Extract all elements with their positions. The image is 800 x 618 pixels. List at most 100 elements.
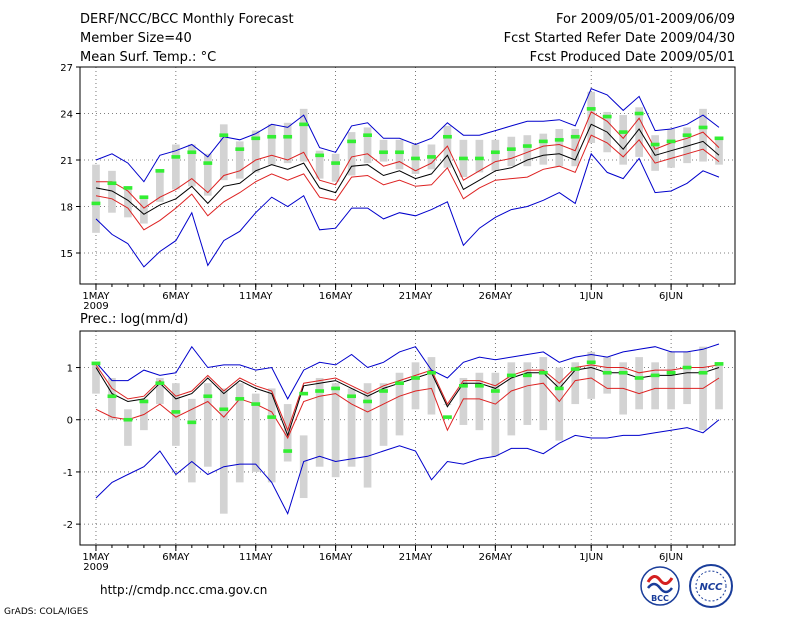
median-marker	[714, 362, 724, 366]
median-marker	[251, 136, 261, 141]
footer-url[interactable]: http://cmdp.ncc.cma.gov.cn	[100, 583, 267, 597]
ensemble-box	[523, 362, 532, 425]
series-min-line	[95, 419, 720, 516]
ensemble-box	[108, 170, 116, 213]
ncc-logo-text: NCC	[699, 582, 723, 593]
median-marker	[123, 186, 133, 190]
ensemble-box	[395, 139, 404, 170]
ensemble-box	[267, 388, 276, 483]
x-tick-label: 6MAY	[162, 291, 190, 302]
ensemble-box	[172, 144, 180, 190]
header-member-size: Member Size=40	[80, 31, 192, 46]
ensemble-box	[539, 133, 548, 165]
y-tick-label: 18	[60, 203, 73, 214]
ensemble-box	[124, 189, 132, 218]
header-refer-date: Fcst Started Refer Date 2009/04/30	[504, 31, 735, 46]
x-tick-label: 1JUN	[579, 552, 603, 563]
series-spread_lower-line	[95, 377, 720, 440]
ensemble-box	[283, 122, 292, 164]
ensemble-box	[235, 383, 244, 483]
ensemble-box	[507, 362, 516, 436]
median-marker	[602, 114, 612, 119]
ensemble-box	[140, 195, 148, 224]
median-marker	[331, 161, 341, 165]
median-marker	[666, 370, 676, 375]
median-marker	[139, 399, 149, 404]
median-marker	[395, 150, 404, 155]
header-period: For 2009/05/01-2009/06/09	[556, 12, 735, 27]
median-marker	[379, 389, 388, 393]
median-marker	[235, 147, 245, 151]
ensemble-box	[347, 132, 356, 176]
ensemble-box	[635, 357, 643, 410]
median-marker	[347, 139, 356, 144]
median-marker	[538, 370, 548, 375]
ensemble-box	[235, 141, 244, 179]
x-tick-label: 11MAY	[239, 552, 273, 563]
median-marker	[570, 134, 580, 139]
median-marker	[171, 155, 181, 159]
ensemble-box	[459, 377, 468, 425]
ensemble-box	[619, 115, 628, 165]
ensemble-box	[299, 108, 308, 162]
ensemble-box	[683, 127, 691, 164]
ensemble-box	[124, 409, 132, 446]
series-spread_upper-line	[95, 364, 720, 432]
median-marker	[219, 133, 229, 137]
y-tick-label: 1	[67, 364, 73, 375]
y-tick-label: -2	[63, 520, 73, 531]
ensemble-box	[363, 383, 372, 488]
median-marker	[650, 142, 660, 147]
median-marker	[91, 201, 101, 206]
ensemble-box	[715, 362, 723, 410]
median-marker	[554, 138, 564, 142]
median-marker	[698, 125, 708, 130]
ensemble-box	[395, 372, 404, 436]
series-max-line	[95, 88, 720, 183]
median-marker	[315, 389, 325, 393]
median-marker	[474, 384, 484, 388]
ensemble-box	[172, 383, 180, 446]
x-tick-label: 1JUN	[579, 291, 603, 302]
y-tick-label: 27	[60, 63, 73, 74]
ensemble-box	[571, 362, 580, 405]
ensemble-box	[347, 388, 356, 467]
median-marker	[459, 384, 468, 388]
bcc-logo: BCC	[640, 566, 680, 606]
median-marker	[155, 169, 165, 173]
x-tick-label: 6MAY	[162, 552, 190, 563]
x-tick-label: 1MAY	[82, 291, 110, 302]
series-spread_upper-line	[96, 111, 720, 209]
series-mean-line	[95, 123, 720, 215]
ensemble-box	[251, 130, 260, 173]
ensemble-box	[331, 153, 340, 182]
ensemble-box	[571, 129, 580, 167]
median-marker	[315, 153, 325, 158]
median-marker	[682, 365, 692, 370]
median-marker	[666, 139, 676, 144]
median-marker	[474, 156, 484, 161]
ensemble-box	[267, 124, 276, 165]
ensemble-box	[475, 139, 484, 173]
median-marker	[107, 394, 117, 399]
median-marker	[107, 181, 117, 186]
prec-chart-title: Prec.: log(mm/d)	[80, 312, 188, 327]
x-tick-label: 11MAY	[239, 291, 273, 302]
ensemble-box	[715, 136, 723, 165]
ensemble-box	[491, 139, 500, 171]
median-marker	[682, 133, 692, 137]
series-max-line	[95, 343, 720, 400]
median-marker	[283, 449, 293, 453]
ensemble-box	[156, 377, 164, 405]
ensemble-box	[427, 357, 436, 415]
median-marker	[203, 161, 213, 165]
ensemble-box	[379, 383, 388, 446]
footer-grads: GrADS: COLA/IGES	[4, 607, 88, 617]
x-tick-label: 6JUN	[659, 552, 683, 563]
median-marker	[267, 134, 277, 139]
header-title: DERF/NCC/BCC Monthly Forecast	[80, 12, 294, 27]
median-marker	[443, 134, 452, 139]
ensemble-box	[92, 164, 100, 233]
y-tick-label: 21	[60, 156, 73, 167]
